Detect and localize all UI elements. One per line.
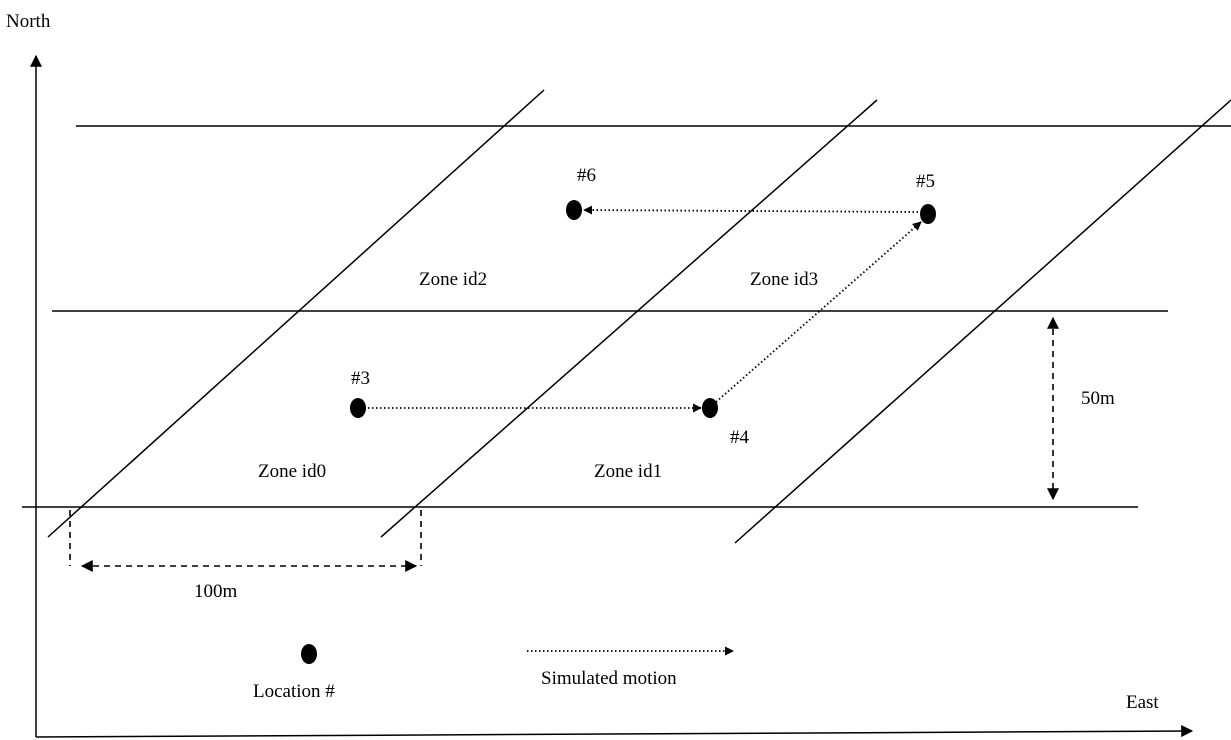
east-axis-label: East [1126,692,1159,713]
motion-4-to-5 [715,221,922,403]
zone-label-id2: Zone id2 [419,269,487,290]
location-5-point [920,204,936,224]
east-axis [35,725,1194,738]
location-4-point [702,398,718,418]
zone-label-id0: Zone id0 [258,461,326,482]
location-3-point [350,398,366,418]
north-axis-label: North [6,11,51,32]
dimension-50m-label: 50m [1081,388,1115,409]
location-6-point [566,200,582,220]
location-4-label: #4 [730,427,750,448]
location-3-label: #3 [351,368,370,389]
zone-label-id3: Zone id3 [750,269,818,290]
location-6-label: #6 [577,165,596,186]
zone-label-id1: Zone id1 [594,461,662,482]
zone-boundary-diagonal-2 [380,99,878,538]
legend-location-symbol [301,644,317,664]
legend-motion-label: Simulated motion [541,668,677,689]
location-5-label: #5 [916,171,935,192]
legend-location-label: Location # [253,681,335,702]
zone-boundary-diagonal-3 [734,99,1231,544]
zone-boundary-diagonal-1 [47,89,545,538]
dimension-100m-label: 100m [194,581,238,602]
